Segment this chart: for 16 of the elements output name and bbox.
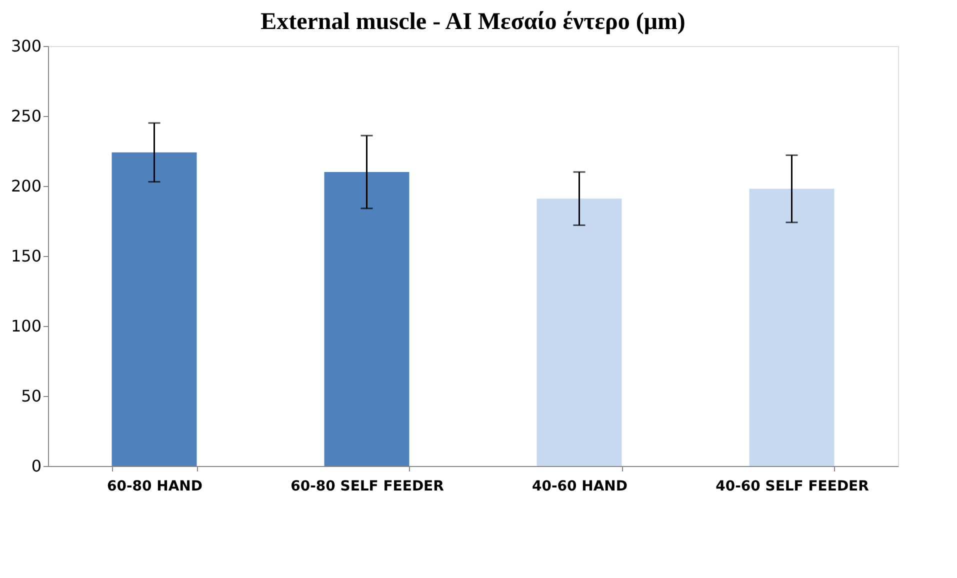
x-tick-label: 60-80 HAND — [106, 478, 203, 494]
y-tick-label: 0 — [31, 456, 42, 476]
y-tick-label: 150 — [10, 246, 42, 266]
bar — [536, 198, 622, 466]
x-tick-label: 60-80 SELF FEEDER — [290, 478, 444, 494]
y-tick-label: 300 — [10, 36, 42, 56]
y-tick-label: 200 — [10, 176, 42, 196]
bar — [324, 172, 410, 466]
x-tick-label: 40-60 SELF FEEDER — [716, 478, 870, 494]
bar — [749, 188, 834, 466]
x-tick-label: 40-60 HAND — [532, 478, 628, 494]
y-tick-label: 50 — [21, 386, 42, 406]
y-tick-label: 100 — [10, 316, 42, 336]
bar — [112, 152, 197, 466]
chart-title: External muscle - AI Μεσαίο έντερο (μm) — [260, 9, 686, 35]
y-tick-label: 250 — [10, 106, 42, 126]
